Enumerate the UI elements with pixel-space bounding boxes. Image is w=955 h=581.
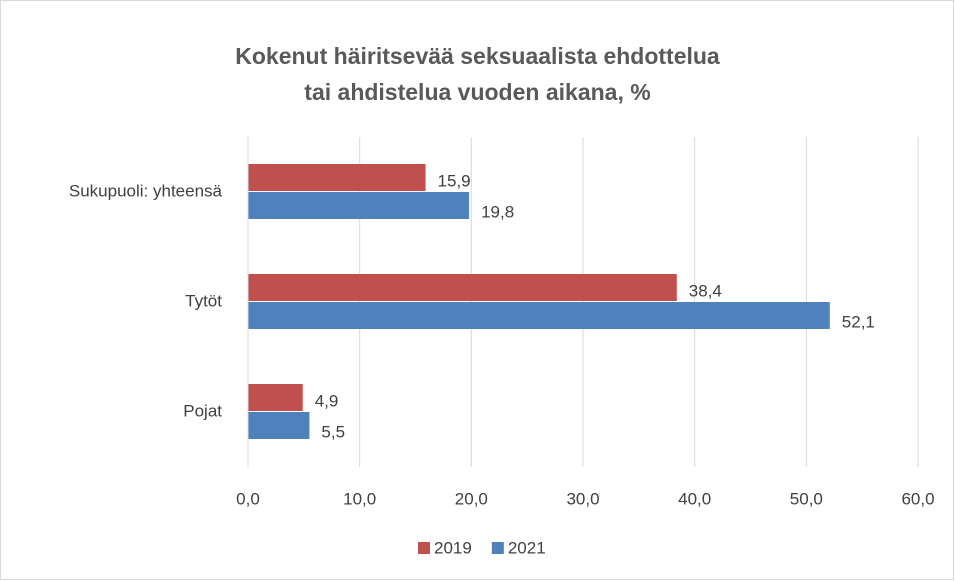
- x-tick-label: 10,0: [343, 489, 376, 508]
- x-tick-label: 60,0: [901, 489, 934, 508]
- y-tick-label: Tytöt: [185, 291, 222, 310]
- y-tick-label: Pojat: [183, 401, 222, 420]
- bar: [248, 274, 677, 301]
- x-tick-label: 0,0: [236, 489, 260, 508]
- bar: [248, 164, 426, 191]
- bar: [248, 192, 470, 219]
- legend-swatch: [491, 542, 504, 554]
- x-tick-label: 50,0: [790, 489, 823, 508]
- bar: [248, 302, 830, 329]
- value-label: 4,9: [315, 391, 339, 410]
- value-label: 15,9: [438, 171, 471, 190]
- x-tick-label: 20,0: [455, 489, 488, 508]
- bar: [248, 384, 303, 411]
- x-tick-label: 40,0: [678, 489, 711, 508]
- value-label: 38,4: [689, 281, 722, 300]
- value-label: 5,5: [321, 422, 345, 441]
- y-tick-label: Sukupuoli: yhteensä: [69, 181, 223, 200]
- chart-title: Kokenut häiritsevää seksuaalista ehdotte…: [235, 43, 720, 105]
- legend-label: 2019: [434, 538, 472, 557]
- legend-label: 2021: [508, 538, 546, 557]
- bar: [248, 412, 310, 439]
- legend-swatch: [418, 542, 430, 554]
- value-label: 52,1: [842, 312, 875, 331]
- x-tick-label: 30,0: [566, 489, 599, 508]
- value-label: 19,8: [481, 202, 514, 221]
